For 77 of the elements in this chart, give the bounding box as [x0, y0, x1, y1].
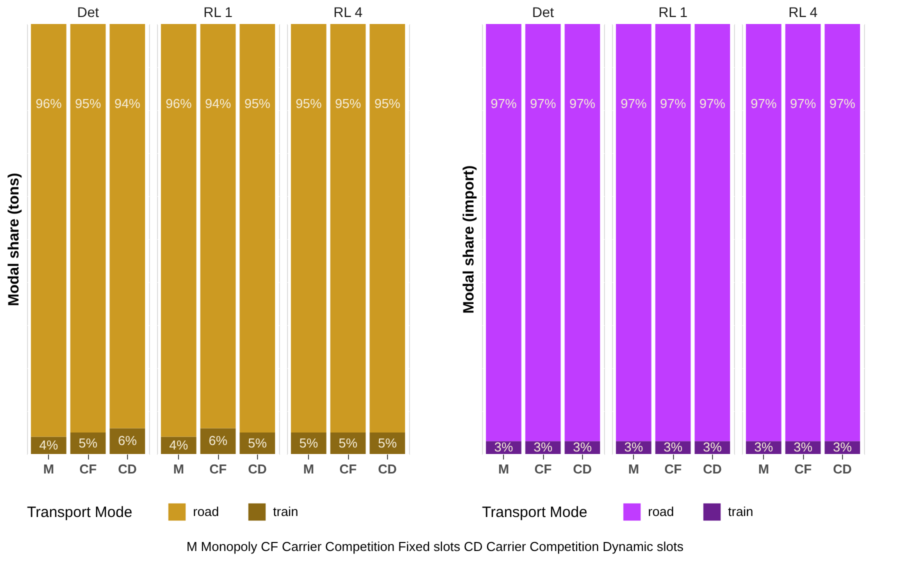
- chart-title: RL 4: [333, 4, 363, 20]
- chart-title: RL 4: [788, 4, 818, 20]
- x-tick-label: CD: [572, 462, 592, 476]
- x-tick-label: CD: [248, 462, 267, 476]
- data-label: 5%: [338, 435, 358, 450]
- bar: [110, 24, 146, 428]
- x-tick-label: CD: [378, 462, 397, 476]
- data-label: 97%: [620, 96, 648, 111]
- data-label: 5%: [248, 435, 268, 450]
- x-tick-label: CF: [79, 462, 97, 476]
- x-tick-label: CF: [209, 462, 227, 476]
- legend-title: Transport Mode: [482, 504, 588, 521]
- x-tick-label: M: [173, 462, 184, 476]
- data-label: 97%: [569, 96, 596, 111]
- bar: [160, 24, 196, 437]
- data-label: 95%: [244, 96, 271, 111]
- data-label: 96%: [36, 96, 62, 111]
- text: M Monopoly CF Carrier Competition Fixed slots CD Carrier Competition Dynamic slots: [186, 539, 684, 554]
- legend-title: Transport Mode: [27, 504, 132, 521]
- data-label: 5%: [299, 435, 318, 450]
- data-label: 5%: [378, 435, 398, 450]
- x-tick-label: M: [758, 462, 770, 476]
- data-label: 3%: [534, 440, 553, 455]
- data-label: 94%: [204, 96, 232, 111]
- bar: [30, 24, 66, 437]
- data-label: 3%: [832, 440, 852, 455]
- bar: [110, 428, 146, 454]
- x-tick-label: CF: [339, 462, 357, 476]
- data-label: 3%: [624, 440, 644, 455]
- chart-title: Det: [532, 4, 554, 20]
- data-label: 97%: [699, 96, 726, 111]
- x-tick-label: M: [498, 462, 510, 476]
- data-label: 6%: [118, 433, 138, 448]
- x-tick-label: CF: [534, 462, 552, 476]
- data-label: 3%: [754, 440, 774, 455]
- data-label: 97%: [490, 96, 518, 111]
- data-label: 5%: [78, 435, 98, 450]
- x-tick-label: CF: [794, 462, 812, 476]
- legend-label: train: [273, 504, 298, 519]
- y-axis-title: Modal share (import): [460, 165, 478, 314]
- legend-label: road: [193, 504, 220, 519]
- data-label: 3%: [664, 440, 683, 455]
- x-tick-label: CD: [702, 462, 722, 476]
- x-tick-label: CD: [118, 462, 137, 476]
- bar: [240, 24, 276, 432]
- data-label: 95%: [296, 96, 322, 111]
- bar: [200, 428, 236, 454]
- data-label: 97%: [790, 96, 816, 111]
- data-label: 3%: [494, 440, 514, 455]
- chart-title: RL 1: [658, 4, 688, 20]
- legend-label: train: [728, 504, 754, 519]
- data-label: 94%: [114, 96, 141, 111]
- y-axis-title: Modal share (tons): [6, 172, 22, 306]
- bar: [200, 24, 236, 428]
- data-label: 97%: [530, 96, 556, 111]
- bar: [70, 24, 106, 432]
- chart-title: Det: [77, 4, 99, 20]
- data-label: 3%: [572, 440, 592, 455]
- data-label: 97%: [750, 96, 778, 111]
- data-label: 4%: [39, 437, 58, 452]
- data-label: 97%: [829, 96, 856, 111]
- x-tick-label: CF: [664, 462, 682, 476]
- data-label: 96%: [166, 96, 192, 111]
- data-label: 95%: [334, 96, 362, 111]
- chart-title: RL 1: [203, 4, 233, 20]
- x-tick-label: M: [628, 462, 640, 476]
- data-label: 3%: [794, 440, 813, 455]
- x-tick-label: M: [43, 462, 54, 476]
- legend-label: road: [648, 504, 674, 519]
- data-label: 4%: [169, 437, 188, 452]
- x-tick-label: CD: [832, 462, 852, 476]
- x-tick-label: M: [303, 462, 314, 476]
- data-label: 97%: [660, 96, 686, 111]
- data-label: 6%: [208, 433, 228, 448]
- data-label: 95%: [74, 96, 102, 111]
- data-label: 95%: [374, 96, 401, 111]
- data-label: 3%: [702, 440, 722, 455]
